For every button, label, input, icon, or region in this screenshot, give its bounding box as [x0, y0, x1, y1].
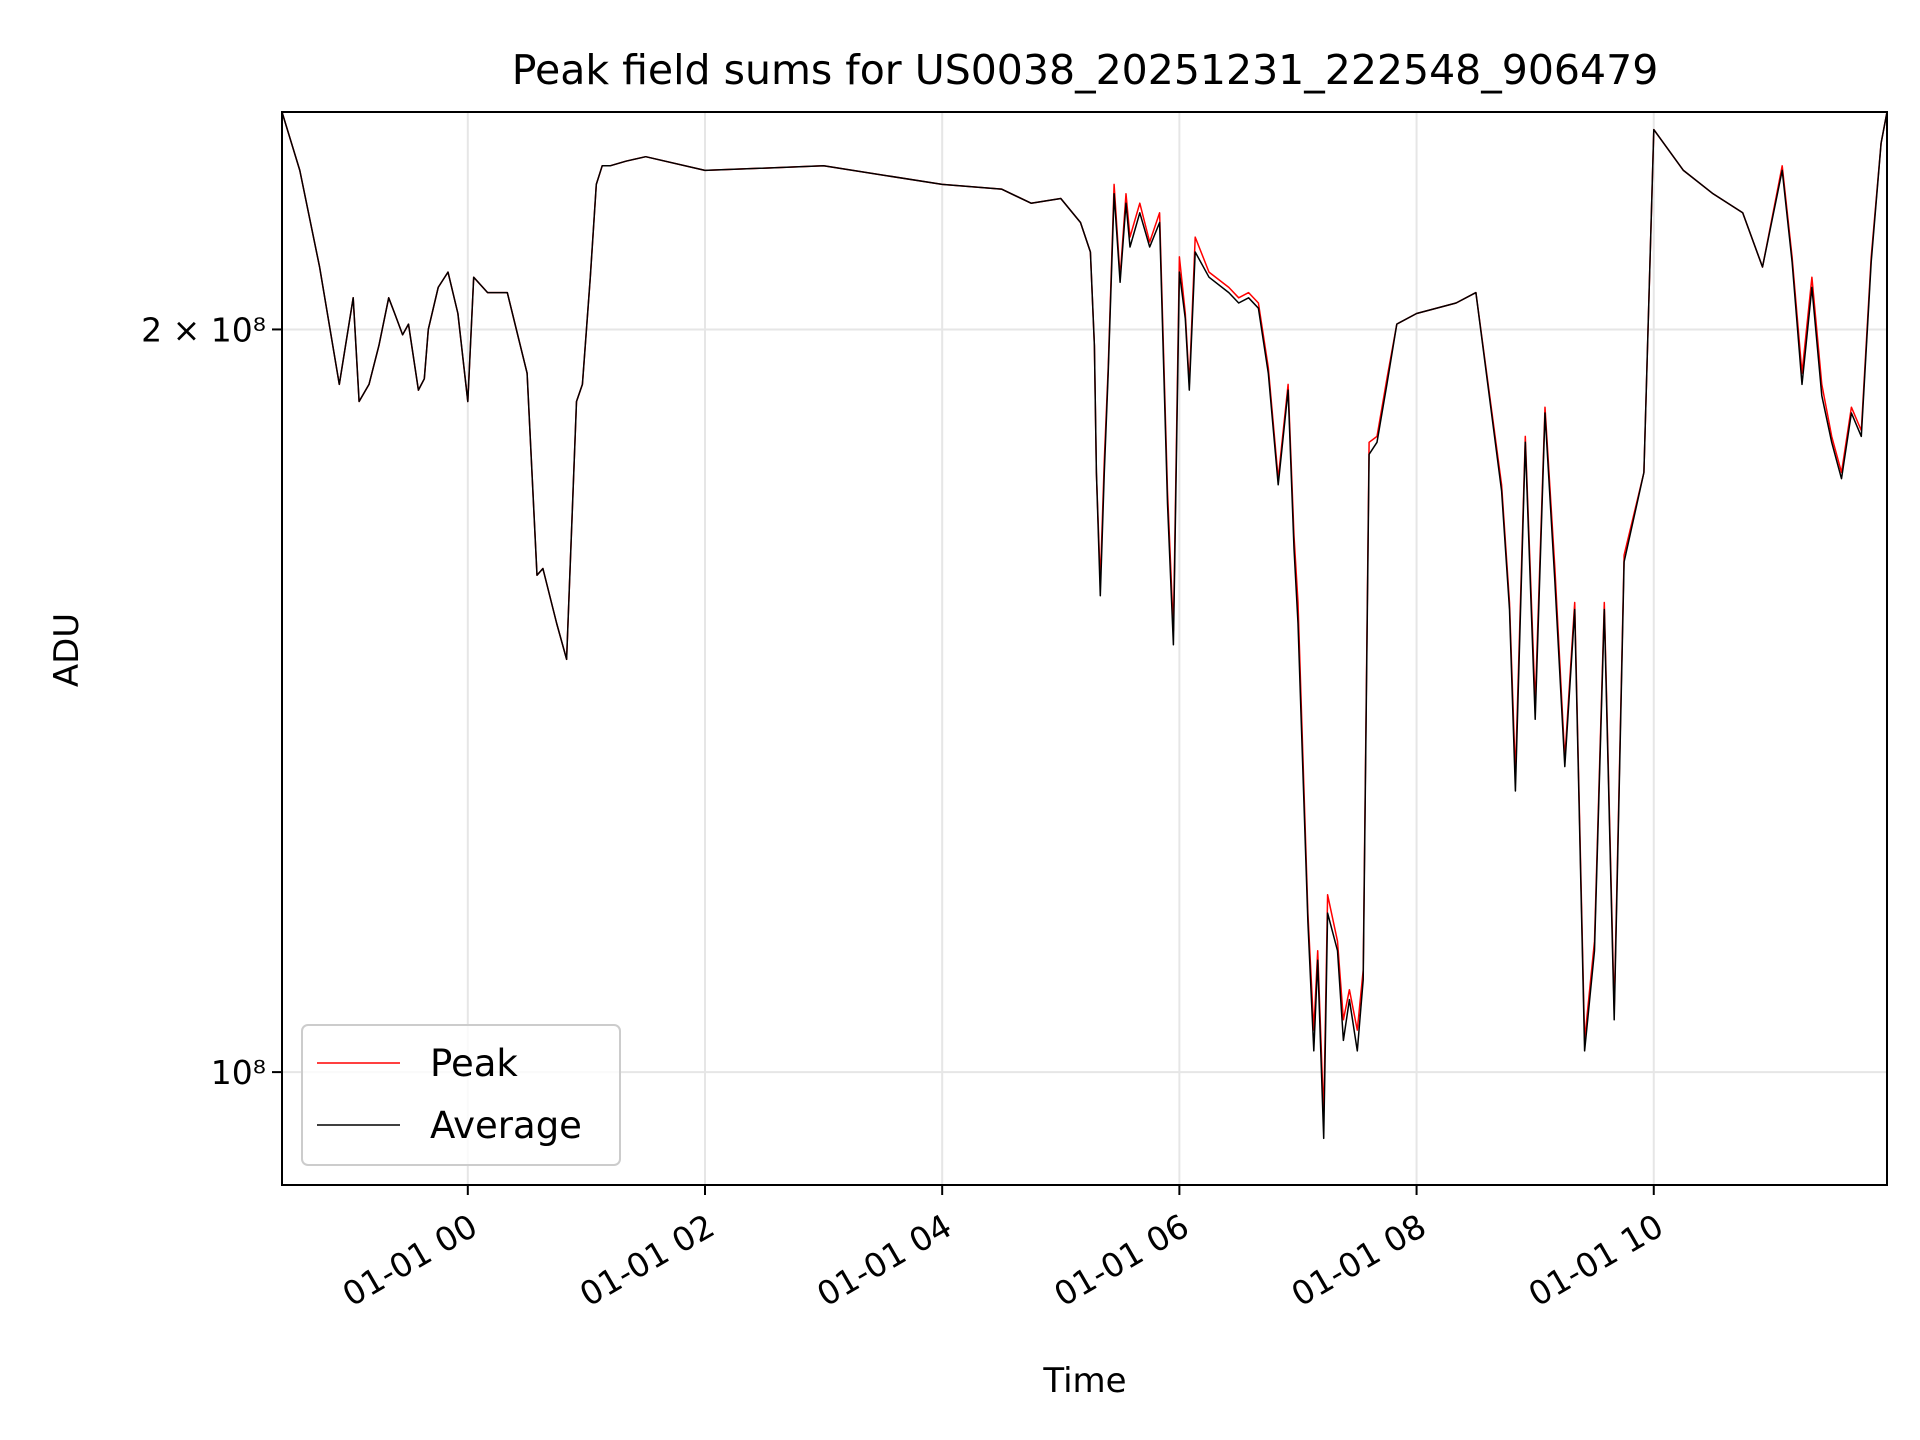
y-tick-label: 2 × 10⁸	[141, 310, 266, 349]
y-tick-label: 10⁸	[211, 1053, 266, 1092]
y-axis: 2 × 10⁸ 10⁸	[141, 310, 282, 1092]
legend: Peak Average	[301, 1024, 621, 1166]
legend-box	[301, 1024, 621, 1166]
x-axis-label: Time	[1042, 1361, 1126, 1401]
plot-lines	[281, 111, 1888, 1140]
y-axis-label: ADU	[47, 613, 87, 687]
legend-label-peak: Peak	[430, 1042, 518, 1085]
legend-label-average: Average	[430, 1104, 582, 1147]
series-line-average	[281, 111, 1888, 1140]
chart-title: Peak field sums for US0038_20251231_2225…	[512, 46, 1659, 94]
plot-frame	[281, 111, 1888, 1186]
